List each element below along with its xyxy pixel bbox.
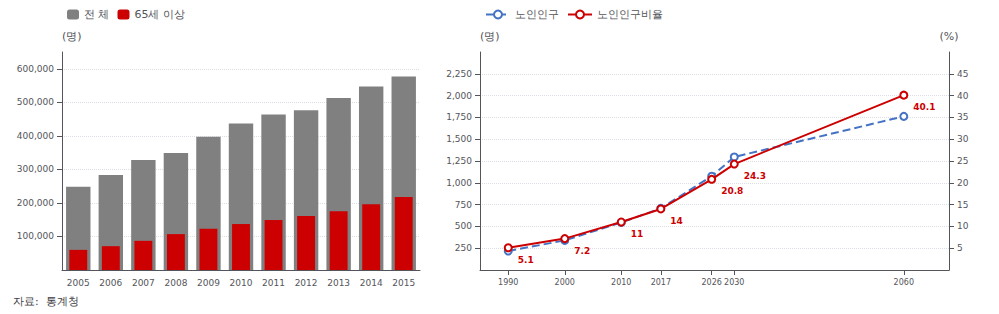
svg-text:500,000: 500,000 xyxy=(17,97,54,107)
svg-text:35: 35 xyxy=(957,112,968,122)
svg-text:2026: 2026 xyxy=(701,278,721,287)
svg-text:300,000: 300,000 xyxy=(17,164,54,174)
svg-text:2060: 2060 xyxy=(894,278,914,287)
svg-text:2012: 2012 xyxy=(295,278,318,288)
svg-text:1,750: 1,750 xyxy=(446,112,472,122)
svg-text:1990: 1990 xyxy=(498,278,518,287)
svg-text:11: 11 xyxy=(631,229,644,239)
svg-text:100,000: 100,000 xyxy=(17,231,54,241)
svg-text:2015: 2015 xyxy=(392,278,415,288)
svg-text:(%): (%) xyxy=(939,30,958,43)
svg-text:2006: 2006 xyxy=(99,278,122,288)
svg-text:45: 45 xyxy=(957,69,968,79)
svg-text:40: 40 xyxy=(957,91,969,101)
svg-text:(명): (명) xyxy=(62,30,82,43)
svg-text:15: 15 xyxy=(957,200,968,210)
svg-text:10: 10 xyxy=(957,221,969,231)
svg-text:2,250: 2,250 xyxy=(446,69,472,79)
svg-text:400,000: 400,000 xyxy=(17,131,54,141)
svg-text:자료: 통계청: 자료: 통계청 xyxy=(13,295,79,308)
svg-text:2017: 2017 xyxy=(651,278,671,287)
svg-text:1,000: 1,000 xyxy=(446,178,472,188)
svg-text:(명): (명) xyxy=(480,30,500,43)
svg-text:600,000: 600,000 xyxy=(17,64,54,74)
svg-text:2010: 2010 xyxy=(611,278,631,287)
svg-text:7.2: 7.2 xyxy=(574,246,590,256)
svg-text:20.8: 20.8 xyxy=(721,186,743,196)
svg-text:2000: 2000 xyxy=(555,278,575,287)
svg-text:750: 750 xyxy=(455,200,472,210)
svg-text:40.1: 40.1 xyxy=(913,102,935,112)
svg-text:5.1: 5.1 xyxy=(518,255,534,265)
svg-text:5: 5 xyxy=(957,243,963,253)
svg-text:2011: 2011 xyxy=(262,278,285,288)
svg-text:65세 이상: 65세 이상 xyxy=(134,8,185,21)
svg-text:24.3: 24.3 xyxy=(744,171,766,181)
svg-text:30: 30 xyxy=(957,134,969,144)
svg-text:250: 250 xyxy=(455,243,472,253)
svg-text:1,500: 1,500 xyxy=(446,134,472,144)
svg-text:200,000: 200,000 xyxy=(17,198,54,208)
svg-text:500: 500 xyxy=(455,221,472,231)
svg-text:2,000: 2,000 xyxy=(446,91,472,101)
svg-text:2005: 2005 xyxy=(67,278,90,288)
svg-text:2009: 2009 xyxy=(197,278,220,288)
svg-text:2010: 2010 xyxy=(230,278,253,288)
svg-text:2030: 2030 xyxy=(724,278,744,287)
svg-text:14: 14 xyxy=(670,216,683,226)
svg-text:노인인구비율: 노인인구비율 xyxy=(597,8,663,21)
svg-text:2008: 2008 xyxy=(164,278,187,288)
svg-text:2007: 2007 xyxy=(132,278,155,288)
svg-text:2013: 2013 xyxy=(327,278,350,288)
svg-text:1,250: 1,250 xyxy=(446,156,472,166)
svg-text:2014: 2014 xyxy=(360,278,383,288)
svg-text:25: 25 xyxy=(957,156,968,166)
svg-text:노인인구: 노인인구 xyxy=(515,8,559,21)
svg-text:20: 20 xyxy=(957,178,969,188)
svg-text:전 체: 전 체 xyxy=(84,8,110,21)
